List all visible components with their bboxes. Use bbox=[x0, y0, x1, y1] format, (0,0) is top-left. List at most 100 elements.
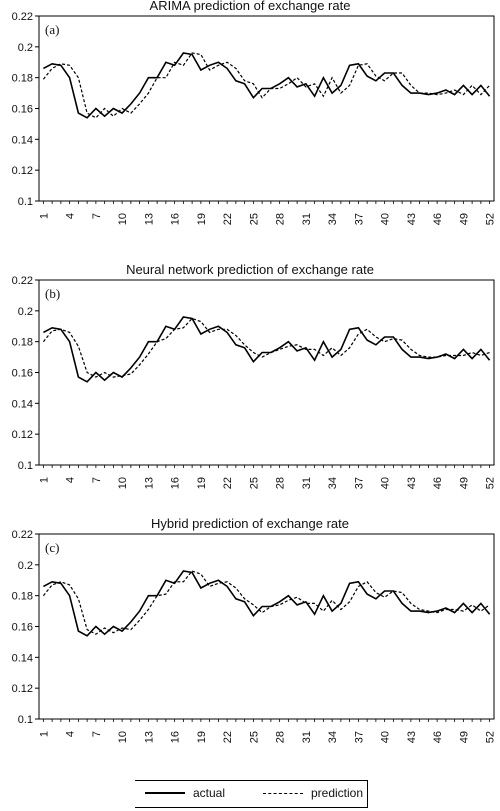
panel-label: (b) bbox=[45, 286, 60, 301]
x-tick-label: 10 bbox=[117, 477, 129, 489]
legend-item-prediction: prediction bbox=[263, 786, 363, 800]
legend-label-actual: actual bbox=[193, 786, 226, 800]
x-tick-label: 10 bbox=[117, 213, 129, 225]
y-tick-label: 0.14 bbox=[12, 398, 33, 410]
chart-panel-hybrid: Hybrid prediction of exchange rate 0.1 0.… bbox=[0, 516, 500, 773]
x-tick-label: 1 bbox=[38, 731, 50, 737]
x-tick-label: 43 bbox=[406, 731, 418, 743]
series-line-actual bbox=[43, 570, 491, 637]
x-tick-label: 40 bbox=[380, 731, 392, 743]
y-tick-label: 0.18 bbox=[12, 73, 33, 85]
legend-label-prediction: prediction bbox=[311, 786, 364, 800]
x-tick-label: 40 bbox=[380, 477, 392, 489]
x-tick-label: 19 bbox=[196, 213, 208, 225]
x-tick-label: 34 bbox=[327, 477, 339, 489]
x-tick-label: 31 bbox=[301, 213, 313, 225]
x-tick-label: 31 bbox=[301, 731, 313, 743]
x-tick-label: 34 bbox=[327, 731, 339, 743]
x-tick-label: 25 bbox=[248, 731, 260, 743]
legend-swatch-actual bbox=[145, 792, 185, 794]
chart-title: Hybrid prediction of exchange rate bbox=[150, 516, 349, 531]
x-tick-label: 40 bbox=[380, 213, 392, 225]
x-tick-label: 19 bbox=[196, 477, 208, 489]
x-tick-label: 28 bbox=[275, 731, 287, 743]
chart-title: ARIMA prediction of exchange rate bbox=[149, 0, 351, 13]
plot-area bbox=[38, 279, 495, 466]
x-tick-label: 16 bbox=[170, 213, 182, 225]
chart-legend: actual prediction bbox=[135, 780, 368, 808]
x-tick-label: 10 bbox=[117, 731, 129, 743]
x-tick-label: 37 bbox=[353, 731, 365, 743]
y-tick-label: 0.22 bbox=[12, 275, 33, 287]
x-tick-label: 52 bbox=[485, 731, 497, 743]
x-tick-label: 43 bbox=[406, 477, 418, 489]
x-tick-label: 46 bbox=[432, 731, 444, 743]
x-tick-label: 13 bbox=[143, 213, 155, 225]
y-tick-label: 0.16 bbox=[12, 368, 33, 380]
x-tick-label: 19 bbox=[196, 731, 208, 743]
chart-panel-arima: ARIMA prediction of exchange rate 0.1 0.1… bbox=[0, 0, 500, 255]
y-tick-label: 0.14 bbox=[12, 652, 33, 664]
y-tick-label: 0.2 bbox=[18, 306, 33, 318]
series-line-prediction bbox=[42, 570, 490, 635]
plot-area bbox=[38, 533, 495, 720]
x-tick-label: 7 bbox=[91, 731, 103, 737]
x-tick-label: 37 bbox=[353, 213, 365, 225]
y-tick-label: 0.2 bbox=[18, 560, 33, 572]
x-tick-label: 28 bbox=[275, 477, 287, 489]
x-tick-label: 25 bbox=[248, 477, 260, 489]
x-tick-label: 1 bbox=[38, 477, 50, 483]
chart-panel-neural: Neural network prediction of exchange ra… bbox=[0, 262, 500, 519]
series-line-prediction bbox=[42, 52, 491, 119]
chart-title: Neural network prediction of exchange ra… bbox=[126, 262, 374, 277]
y-tick-label: 0.1 bbox=[18, 714, 33, 726]
x-tick-label: 37 bbox=[353, 477, 365, 489]
x-tick-label: 4 bbox=[65, 477, 77, 483]
y-tick-label: 0.12 bbox=[12, 165, 33, 177]
x-tick-label: 49 bbox=[458, 731, 470, 743]
panel-label: (a) bbox=[45, 22, 59, 37]
y-tick-label: 0.22 bbox=[12, 529, 33, 541]
y-tick-label: 0.1 bbox=[18, 460, 33, 472]
x-tick-label: 4 bbox=[65, 731, 77, 737]
series-line-actual bbox=[43, 316, 491, 383]
chart-neural: 0.1 0.12 0.14 0.16 0.18 0.2 0.22 1 4 7 10 13 16 19 22 2… bbox=[12, 275, 497, 489]
series-line-prediction bbox=[42, 317, 490, 378]
x-tick-label: 31 bbox=[301, 477, 313, 489]
y-tick-label: 0.12 bbox=[12, 429, 33, 441]
y-tick-label: 0.12 bbox=[12, 683, 33, 695]
chart-arima: 0.1 0.12 0.14 0.16 0.18 0.2 0.22 1 4 7 10 13 16 19 22 2… bbox=[12, 11, 497, 225]
x-tick-label: 7 bbox=[91, 213, 103, 219]
x-tick-label: 22 bbox=[222, 477, 234, 489]
y-tick-label: 0.22 bbox=[12, 11, 33, 23]
chart-hybrid: 0.1 0.12 0.14 0.16 0.18 0.2 0.22 1 4 7 10 13 16 19 22 2… bbox=[12, 529, 497, 743]
x-tick-label: 1 bbox=[38, 213, 50, 219]
x-tick-label: 22 bbox=[222, 213, 234, 225]
x-tick-label: 34 bbox=[327, 213, 339, 225]
x-tick-label: 43 bbox=[406, 213, 418, 225]
x-tick-label: 13 bbox=[143, 731, 155, 743]
y-tick-label: 0.1 bbox=[18, 196, 33, 208]
x-tick-label: 16 bbox=[170, 477, 182, 489]
x-tick-label: 49 bbox=[458, 213, 470, 225]
x-tick-label: 52 bbox=[485, 213, 497, 225]
legend-swatch-prediction bbox=[263, 792, 303, 794]
legend-frame bbox=[135, 780, 368, 808]
x-tick-label: 7 bbox=[91, 477, 103, 483]
panel-label: (c) bbox=[45, 540, 59, 555]
x-tick-label: 52 bbox=[485, 477, 497, 489]
legend-item-actual: actual bbox=[145, 786, 225, 800]
y-tick-label: 0.18 bbox=[12, 591, 33, 603]
y-tick-label: 0.2 bbox=[18, 42, 33, 54]
x-tick-label: 22 bbox=[222, 731, 234, 743]
x-tick-label: 4 bbox=[65, 213, 77, 219]
series-line-actual bbox=[43, 52, 491, 119]
x-tick-label: 13 bbox=[143, 477, 155, 489]
y-tick-label: 0.16 bbox=[12, 622, 33, 634]
y-tick-label: 0.18 bbox=[12, 337, 33, 349]
plot-area bbox=[38, 15, 495, 202]
x-tick-label: 16 bbox=[170, 731, 182, 743]
y-tick-label: 0.14 bbox=[12, 134, 33, 146]
x-tick-label: 49 bbox=[458, 477, 470, 489]
x-tick-label: 46 bbox=[432, 213, 444, 225]
